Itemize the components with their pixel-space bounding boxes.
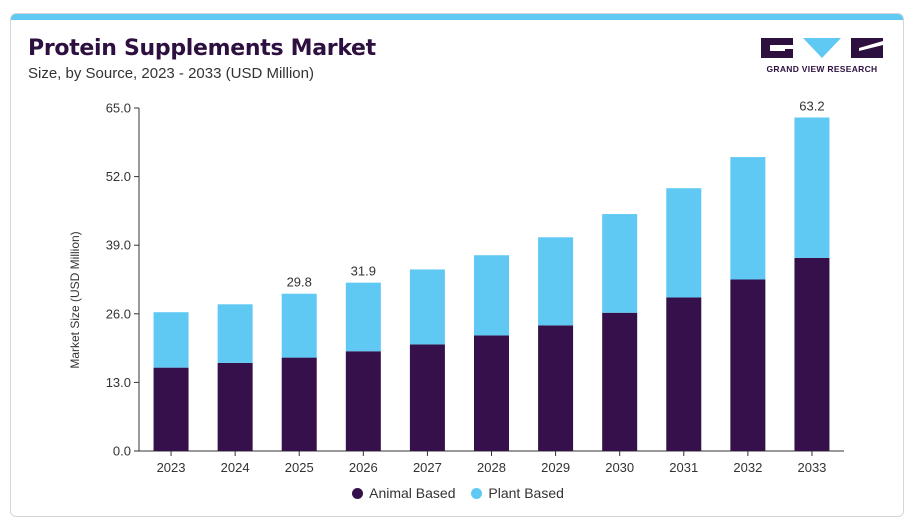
- chart-title: Protein Supplements Market: [28, 36, 376, 61]
- bar-animal-2027: [409, 344, 445, 451]
- x-tick-label: 2029: [541, 460, 570, 475]
- bar-animal-2026: [345, 351, 381, 451]
- x-tick-label: 2026: [349, 460, 378, 475]
- x-tick-label: 2031: [669, 460, 698, 475]
- chart-card: Protein Supplements Market Size, by Sour…: [10, 13, 904, 517]
- x-tick-label: 2023: [157, 460, 186, 475]
- bar-plant-2030: [602, 214, 638, 313]
- y-tick-label: 0.0: [113, 444, 131, 459]
- logo-text: GRAND VIEW RESEARCH: [766, 64, 878, 74]
- bar-animal-2024: [217, 362, 253, 451]
- bar-plant-2025: [281, 293, 317, 358]
- x-tick-label: 2028: [477, 460, 506, 475]
- bar-plant-2031: [666, 188, 702, 298]
- legend-label-plant: Plant Based: [488, 485, 564, 501]
- chart-legend: Animal Based Plant Based: [11, 485, 903, 502]
- bar-animal-2030: [602, 312, 638, 451]
- y-tick-label: 65.0: [106, 101, 131, 116]
- bar-plant-2026: [345, 282, 381, 352]
- x-tick-label: 2027: [413, 460, 442, 475]
- grand-view-research-logo: GRAND VIEW RESEARCH: [759, 36, 885, 80]
- bar-plant-2028: [474, 255, 509, 336]
- bar-plant-2027: [409, 269, 445, 345]
- legend-label-animal: Animal Based: [369, 485, 456, 501]
- legend-dot-plant-icon: [471, 487, 483, 499]
- bar-plant-2024: [217, 304, 253, 363]
- y-axis-label: Market Size (USD Million): [68, 231, 82, 368]
- y-tick-label: 26.0: [106, 306, 131, 321]
- bar-animal-2029: [538, 325, 574, 451]
- legend-item-plant: Plant Based: [471, 485, 564, 501]
- total-data-label: 31.9: [351, 264, 376, 279]
- chart-subtitle: Size, by Source, 2023 - 2033 (USD Millio…: [28, 65, 314, 82]
- bar-plant-2032: [730, 157, 766, 280]
- bar-animal-2023: [153, 367, 189, 451]
- accent-bar: [11, 14, 903, 20]
- x-tick-label: 2024: [221, 460, 250, 475]
- y-tick-label: 52.0: [106, 169, 131, 184]
- bar-animal-2031: [666, 297, 702, 451]
- x-tick-label: 2033: [797, 460, 826, 475]
- x-tick-label: 2030: [605, 460, 634, 475]
- y-tick-label: 13.0: [106, 375, 131, 390]
- x-tick-label: 2032: [733, 460, 762, 475]
- bar-animal-2025: [281, 357, 317, 451]
- bar-animal-2028: [474, 335, 509, 451]
- x-tick-label: 2025: [285, 460, 314, 475]
- legend-item-animal: Animal Based: [352, 485, 456, 501]
- stacked-bar-chart: Market Size (USD Million) 0.0 13.0 26.0 39.…: [68, 98, 844, 475]
- bar-plant-2033: [794, 117, 830, 258]
- y-tick-label: 39.0: [106, 238, 131, 253]
- bar-animal-2033: [794, 257, 830, 451]
- bar-animal-2032: [730, 279, 766, 451]
- bar-plant-2029: [538, 237, 574, 326]
- legend-dot-animal-icon: [352, 487, 364, 499]
- total-data-label: 63.2: [799, 98, 824, 113]
- logo-mark-icon: [761, 38, 883, 58]
- bar-plant-2023: [153, 312, 189, 368]
- total-data-label: 29.8: [287, 275, 312, 290]
